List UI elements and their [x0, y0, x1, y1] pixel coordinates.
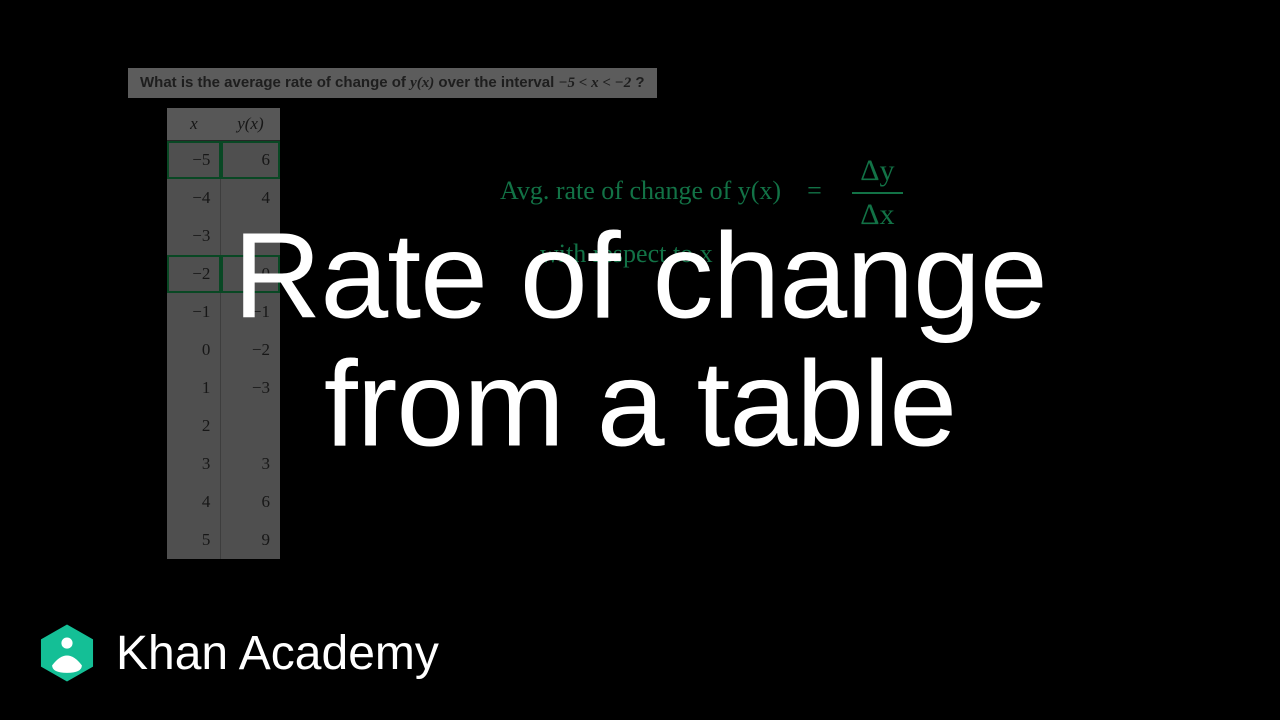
- title-line2: from a table: [0, 340, 1280, 468]
- handwriting-eq: =: [807, 176, 822, 205]
- table-header-y: y(x): [221, 108, 280, 141]
- table-row: −56: [167, 141, 280, 180]
- question-suffix: ?: [635, 74, 644, 91]
- question-bar: What is the average rate of change of y(…: [128, 68, 657, 98]
- table-header-x: x: [167, 108, 221, 141]
- brand-name: Khan Academy: [116, 626, 439, 681]
- handwriting-line1: Avg. rate of change of y(x): [500, 176, 781, 205]
- table-cell-x: −5: [167, 141, 221, 180]
- table-cell-y: 6: [221, 141, 280, 180]
- table-row: 46: [167, 483, 280, 521]
- khan-academy-logo-icon: [36, 622, 98, 684]
- table-cell-y: 9: [221, 521, 280, 559]
- title-line1: Rate of change: [0, 211, 1280, 339]
- table-cell-y: 6: [221, 483, 280, 521]
- question-fn: y(x): [410, 75, 434, 91]
- brand: Khan Academy: [36, 622, 439, 684]
- table-cell-x: 5: [167, 521, 221, 559]
- video-title: Rate of change from a table: [0, 211, 1280, 467]
- fraction-numerator: Δy: [852, 150, 902, 194]
- table-row: 59: [167, 521, 280, 559]
- question-middle: over the interval: [438, 74, 558, 91]
- table-cell-x: 4: [167, 483, 221, 521]
- question-interval: −5 < x < −2: [558, 75, 631, 91]
- question-prefix: What is the average rate of change of: [140, 74, 410, 91]
